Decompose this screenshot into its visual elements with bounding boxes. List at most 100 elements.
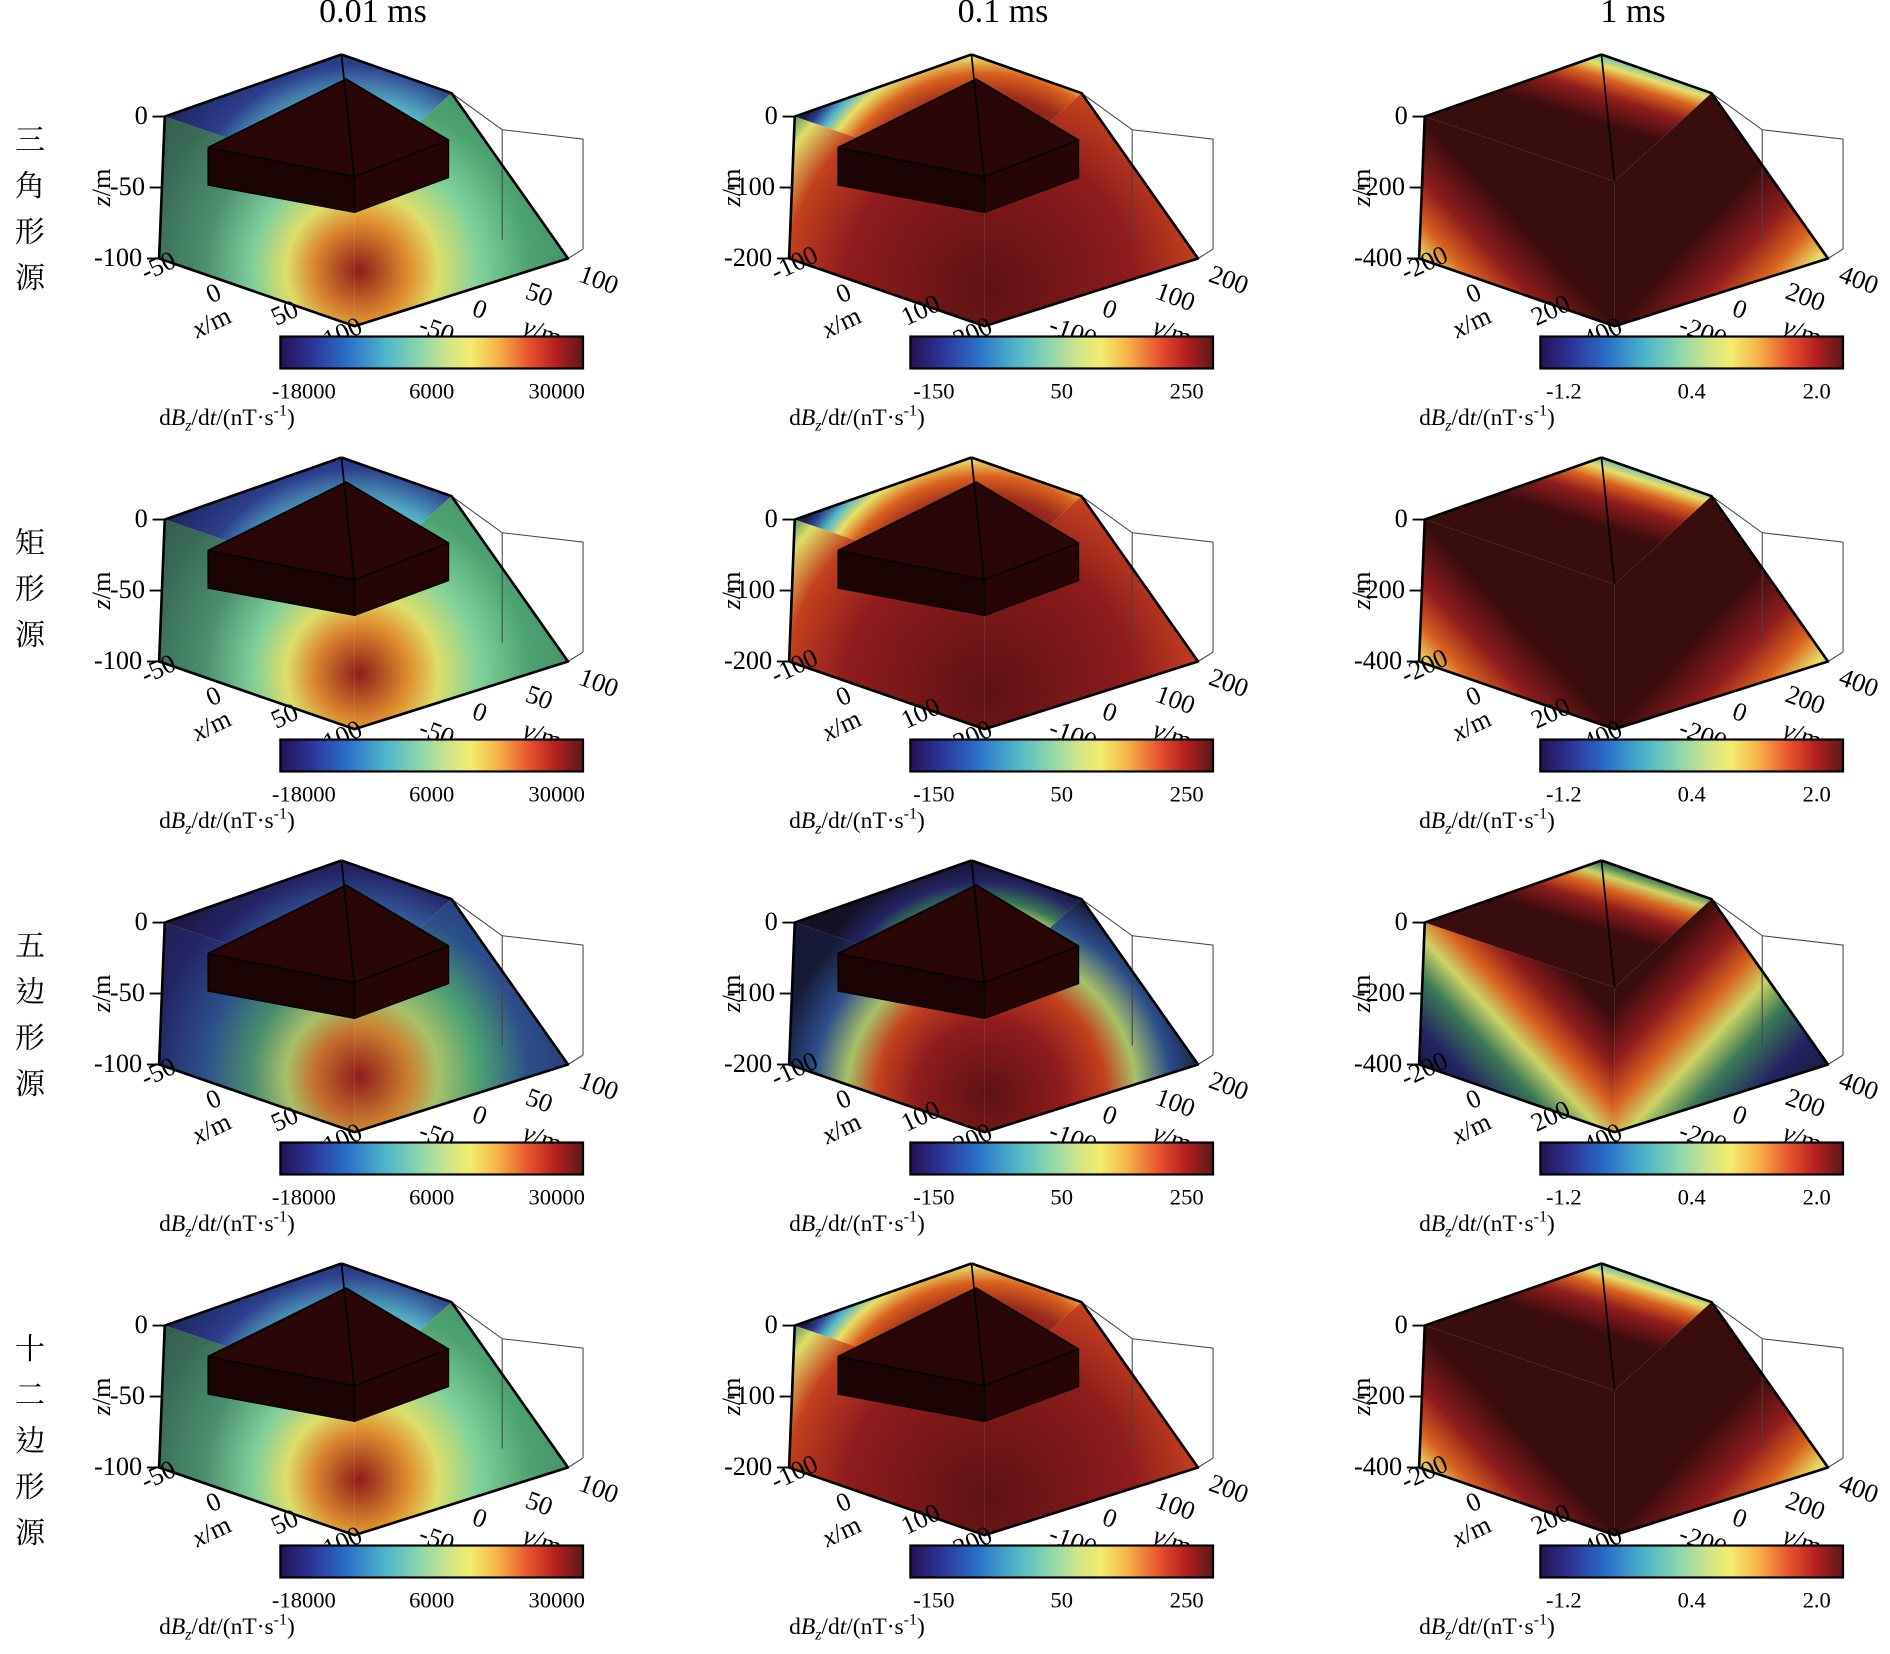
svg-text:100: 100 [575, 259, 622, 300]
svg-text:-100: -100 [94, 1049, 142, 1078]
svg-text:十: 十 [15, 1324, 45, 1368]
svg-text:边: 边 [15, 1416, 45, 1460]
svg-text:0: 0 [1729, 293, 1751, 325]
svg-text:0: 0 [469, 293, 491, 325]
svg-text:0: 0 [1099, 293, 1121, 325]
svg-text:400: 400 [1835, 1065, 1882, 1106]
svg-text:50: 50 [522, 1082, 557, 1118]
svg-text:0: 0 [469, 1099, 491, 1131]
svg-text:x/m: x/m [1447, 704, 1496, 748]
svg-text:形: 形 [15, 564, 45, 608]
svg-text:1 ms: 1 ms [1600, 0, 1665, 30]
svg-text:x/m: x/m [817, 1107, 866, 1151]
svg-text:50: 50 [1050, 379, 1073, 404]
svg-text:-18000: -18000 [272, 1588, 336, 1613]
svg-text:矩: 矩 [15, 518, 45, 562]
svg-text:0: 0 [1729, 1099, 1751, 1131]
svg-text:-100: -100 [94, 243, 142, 272]
svg-text:dBz/dt/(nT·s-1): dBz/dt/(nT·s-1) [789, 1611, 925, 1643]
svg-text:400: 400 [1835, 662, 1882, 703]
svg-text:0: 0 [135, 101, 148, 130]
svg-text:2.0: 2.0 [1803, 1588, 1831, 1613]
svg-text:形: 形 [15, 1013, 45, 1057]
svg-text:x/m: x/m [187, 1510, 236, 1554]
svg-text:x/m: x/m [1447, 301, 1496, 345]
svg-text:-1.2: -1.2 [1546, 782, 1582, 807]
svg-text:0.4: 0.4 [1678, 1185, 1706, 1210]
svg-text:z/m: z/m [717, 571, 746, 611]
svg-text:-200: -200 [724, 646, 772, 675]
svg-text:250: 250 [1170, 782, 1204, 807]
svg-text:0: 0 [1099, 1502, 1121, 1534]
svg-text:0: 0 [469, 1502, 491, 1534]
svg-text:-400: -400 [1354, 1452, 1402, 1481]
svg-text:2.0: 2.0 [1803, 1185, 1831, 1210]
svg-text:30000: 30000 [529, 782, 585, 807]
svg-text:z/m: z/m [87, 571, 116, 611]
svg-text:z/m: z/m [87, 1377, 116, 1417]
svg-text:100: 100 [575, 1468, 622, 1509]
svg-text:x/m: x/m [817, 301, 866, 345]
svg-text:-200: -200 [724, 243, 772, 272]
svg-text:z/m: z/m [717, 168, 746, 208]
svg-text:250: 250 [1170, 379, 1204, 404]
svg-text:源: 源 [15, 610, 45, 654]
svg-text:0.4: 0.4 [1678, 782, 1706, 807]
svg-text:6000: 6000 [409, 1588, 454, 1613]
svg-text:x/m: x/m [1447, 1510, 1496, 1554]
svg-text:形: 形 [15, 1462, 45, 1506]
svg-text:100: 100 [575, 1065, 622, 1106]
svg-text:0: 0 [1099, 696, 1121, 728]
svg-text:6000: 6000 [409, 1185, 454, 1210]
svg-text:0: 0 [1729, 1502, 1751, 1534]
svg-text:2.0: 2.0 [1803, 379, 1831, 404]
svg-text:z/m: z/m [1347, 974, 1376, 1014]
svg-text:角: 角 [15, 161, 45, 205]
svg-text:100: 100 [575, 662, 622, 703]
svg-text:50: 50 [522, 276, 557, 312]
svg-text:-18000: -18000 [272, 1185, 336, 1210]
svg-text:z/m: z/m [1347, 571, 1376, 611]
svg-text:2.0: 2.0 [1803, 782, 1831, 807]
svg-text:z/m: z/m [87, 974, 116, 1014]
svg-text:6000: 6000 [409, 782, 454, 807]
svg-text:30000: 30000 [529, 1185, 585, 1210]
svg-text:z/m: z/m [87, 168, 116, 208]
svg-text:z/m: z/m [1347, 1377, 1376, 1417]
svg-text:0.01 ms: 0.01 ms [319, 0, 427, 30]
svg-text:-18000: -18000 [272, 782, 336, 807]
svg-text:dBz/dt/(nT·s-1): dBz/dt/(nT·s-1) [1419, 1611, 1555, 1643]
svg-text:-200: -200 [724, 1049, 772, 1078]
svg-text:30000: 30000 [529, 1588, 585, 1613]
svg-text:50: 50 [1050, 782, 1073, 807]
svg-text:-150: -150 [913, 1588, 954, 1613]
svg-text:源: 源 [15, 1059, 45, 1103]
svg-text:x/m: x/m [817, 1510, 866, 1554]
svg-text:z/m: z/m [1347, 168, 1376, 208]
svg-text:200: 200 [1205, 259, 1252, 300]
svg-text:-200: -200 [724, 1452, 772, 1481]
svg-text:250: 250 [1170, 1588, 1204, 1613]
svg-text:-18000: -18000 [272, 379, 336, 404]
svg-text:x/m: x/m [187, 1107, 236, 1151]
svg-text:-400: -400 [1354, 243, 1402, 272]
svg-text:0.4: 0.4 [1678, 1588, 1706, 1613]
svg-text:-150: -150 [913, 1185, 954, 1210]
svg-text:0.1 ms: 0.1 ms [958, 0, 1049, 30]
svg-text:三: 三 [15, 115, 45, 159]
svg-text:50: 50 [522, 679, 557, 715]
svg-text:0: 0 [1395, 1310, 1408, 1339]
svg-text:0: 0 [1099, 1099, 1121, 1131]
svg-text:-1.2: -1.2 [1546, 1588, 1582, 1613]
svg-text:x/m: x/m [817, 704, 866, 748]
svg-text:二: 二 [15, 1370, 45, 1414]
svg-text:-100: -100 [94, 1452, 142, 1481]
svg-text:0: 0 [765, 101, 778, 130]
svg-text:0: 0 [1395, 101, 1408, 130]
svg-text:400: 400 [1835, 1468, 1882, 1509]
svg-text:200: 200 [1205, 1065, 1252, 1106]
svg-text:200: 200 [1205, 1468, 1252, 1509]
svg-text:x/m: x/m [1447, 1107, 1496, 1151]
svg-text:-150: -150 [913, 379, 954, 404]
svg-text:形: 形 [15, 207, 45, 251]
